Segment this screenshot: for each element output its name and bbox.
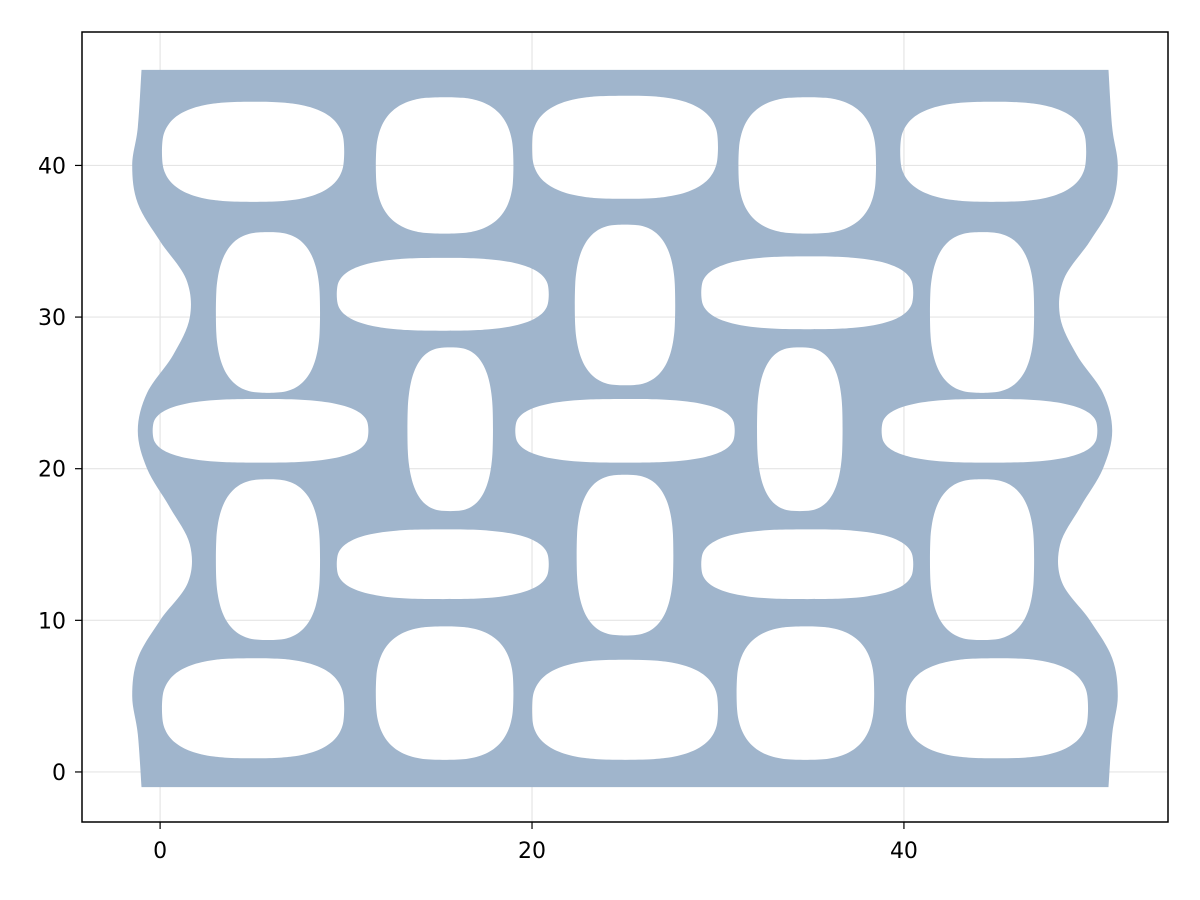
axis-ticks — [75, 164, 905, 829]
y-tick-label-1: 10 — [38, 609, 66, 634]
plot-frame — [81, 31, 1169, 823]
x-tick-label-1: 20 — [518, 839, 546, 864]
y-tick-label-0: 0 — [52, 761, 66, 786]
y-tick-label-2: 20 — [38, 458, 66, 483]
lattice-shape — [132, 69, 1118, 788]
y-tick-label-3: 30 — [38, 306, 66, 331]
x-tick-label-0: 0 — [153, 839, 167, 864]
axis-tick-labels: 0 20 40 0 10 20 30 40 — [38, 154, 918, 864]
grid-lines — [82, 32, 1168, 822]
x-tick-label-2: 40 — [890, 839, 918, 864]
y-tick-label-4: 40 — [38, 154, 66, 179]
